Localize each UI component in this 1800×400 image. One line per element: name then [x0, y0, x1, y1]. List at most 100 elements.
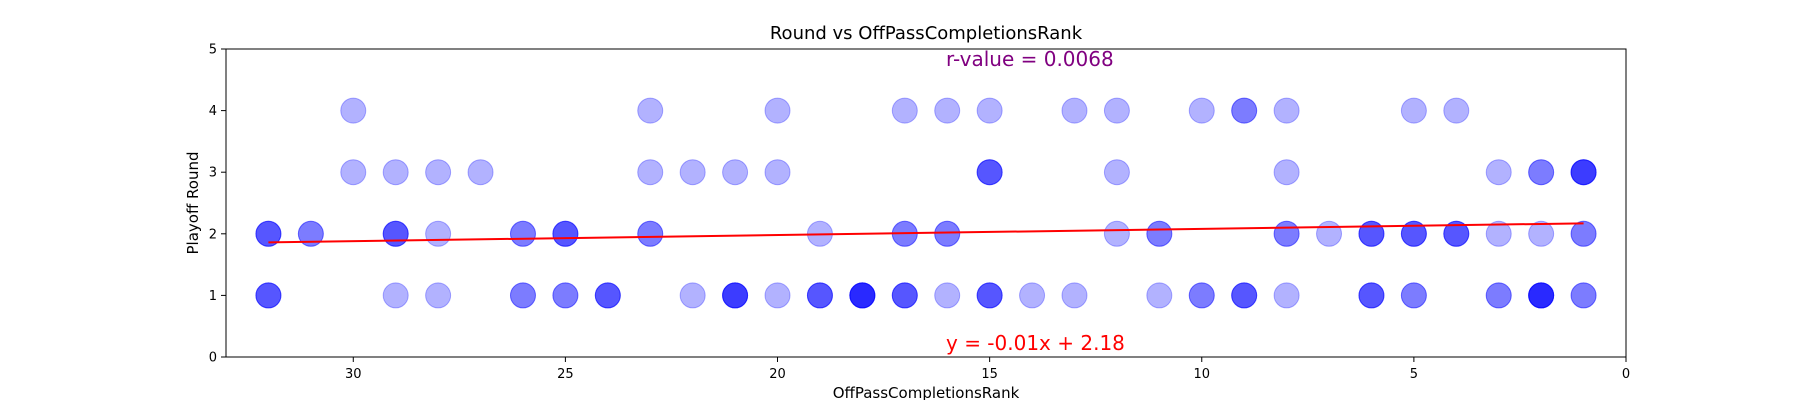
x-tick-label: 25	[557, 367, 574, 382]
data-point	[382, 220, 409, 247]
data-point	[976, 282, 1003, 309]
data-point	[722, 282, 749, 309]
data-point	[1400, 220, 1427, 247]
data-point	[297, 220, 324, 247]
data-point	[467, 159, 494, 186]
data-point	[1400, 220, 1427, 247]
x-tick-label: 15	[981, 367, 998, 382]
data-point	[594, 282, 621, 309]
data-point	[255, 282, 282, 309]
regression-line	[268, 222, 1584, 244]
data-point	[1146, 282, 1173, 309]
x-tick-label: 0	[1622, 367, 1630, 382]
data-point	[1528, 282, 1555, 309]
x-tick-label: 5	[1410, 367, 1418, 382]
data-point	[509, 220, 536, 247]
data-point	[764, 282, 791, 309]
data-point	[1316, 220, 1343, 247]
data-point	[849, 282, 876, 309]
y-tick-label: 5	[209, 43, 217, 58]
data-point	[1103, 159, 1130, 186]
y-axis: 0 1 2 3 4 5	[209, 43, 226, 366]
data-point	[1400, 220, 1427, 247]
data-point	[1103, 220, 1130, 247]
data-point	[1188, 282, 1215, 309]
data-point	[1528, 159, 1555, 186]
x-axis: 30 25 20 15 10 5 0	[345, 357, 1630, 382]
data-point	[1400, 282, 1427, 309]
data-point	[1485, 159, 1512, 186]
data-point	[976, 282, 1003, 309]
data-point	[1061, 97, 1088, 124]
data-point	[255, 282, 282, 309]
data-point	[1231, 97, 1258, 124]
data-point	[891, 282, 918, 309]
data-point	[594, 282, 621, 309]
data-point	[679, 159, 706, 186]
data-point	[1570, 282, 1597, 309]
x-tick-label: 10	[1193, 367, 1210, 382]
data-point	[1358, 220, 1385, 247]
y-tick-label: 4	[209, 104, 217, 119]
data-point	[891, 97, 918, 124]
data-point	[764, 159, 791, 186]
data-point	[806, 282, 833, 309]
data-point	[849, 282, 876, 309]
data-point	[509, 282, 536, 309]
data-point	[934, 282, 961, 309]
data-point	[1570, 220, 1597, 247]
data-point	[1358, 220, 1385, 247]
data-point	[552, 282, 579, 309]
data-point	[1528, 159, 1555, 186]
data-point	[1485, 282, 1512, 309]
data-point	[1146, 220, 1173, 247]
data-point	[1273, 282, 1300, 309]
data-point	[1485, 282, 1512, 309]
data-point	[1570, 282, 1597, 309]
data-point	[637, 220, 664, 247]
data-point	[340, 159, 367, 186]
data-point	[849, 282, 876, 309]
data-point	[1358, 282, 1385, 309]
data-point	[552, 220, 579, 247]
data-point	[1273, 220, 1300, 247]
data-point	[509, 220, 536, 247]
data-point	[1188, 97, 1215, 124]
data-point	[1443, 220, 1470, 247]
data-point	[255, 220, 282, 247]
data-point	[1443, 97, 1470, 124]
data-point	[552, 220, 579, 247]
data-point	[297, 220, 324, 247]
data-point	[1273, 97, 1300, 124]
data-point	[976, 159, 1003, 186]
plot-frame	[225, 48, 1627, 358]
data-point	[891, 282, 918, 309]
y-tick-label: 2	[209, 227, 217, 242]
data-point	[976, 159, 1003, 186]
data-point	[552, 282, 579, 309]
data-point	[1570, 159, 1597, 186]
data-point	[425, 282, 452, 309]
data-point	[1528, 220, 1555, 247]
data-point	[1485, 220, 1512, 247]
x-tick-label: 30	[345, 367, 362, 382]
data-point	[1188, 282, 1215, 309]
r-value-annotation: r-value = 0.0068	[946, 47, 1114, 71]
data-point	[255, 220, 282, 247]
data-point	[1400, 282, 1427, 309]
data-point	[806, 282, 833, 309]
data-point	[1400, 97, 1427, 124]
data-point	[934, 220, 961, 247]
data-point	[849, 282, 876, 309]
data-point	[1358, 282, 1385, 309]
chart-title: Round vs OffPassCompletionsRank	[770, 23, 1083, 44]
data-point	[1146, 220, 1173, 247]
data-point	[1570, 220, 1597, 247]
data-point	[934, 220, 961, 247]
data-point	[1231, 97, 1258, 124]
data-point	[1231, 282, 1258, 309]
data-point	[1358, 220, 1385, 247]
y-axis-label: Playoff Round	[184, 151, 202, 254]
